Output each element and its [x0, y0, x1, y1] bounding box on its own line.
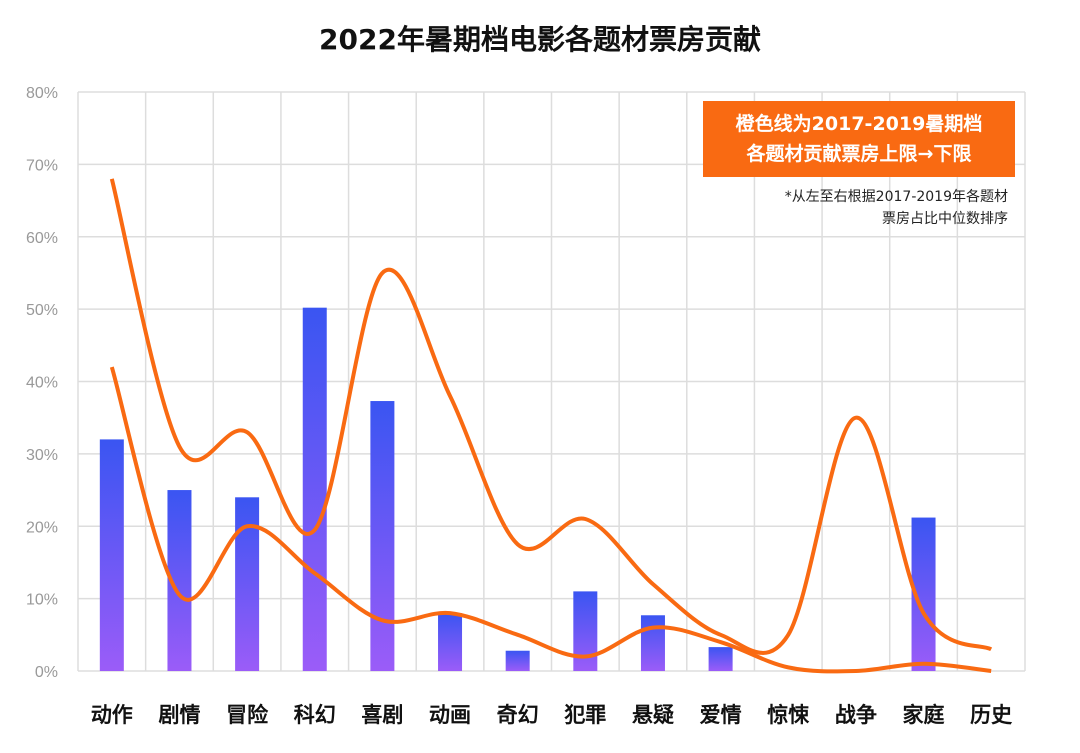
- footnote-line-1: *从左至右根据2017-2019年各题材: [784, 189, 1008, 205]
- bar: [438, 613, 463, 671]
- bar: [573, 591, 598, 671]
- x-tick-label: 犯罪: [563, 703, 606, 727]
- footnote: *从左至右根据2017-2019年各题材 票房占比中位数排序: [785, 186, 1008, 230]
- y-tick-label: 10%: [26, 592, 58, 609]
- chart-title: 2022年暑期档电影各题材票房贡献: [319, 23, 761, 56]
- x-tick-label: 奇幻: [497, 703, 539, 727]
- x-tick-label: 爱情: [700, 703, 742, 727]
- x-tick-label: 战争: [835, 703, 877, 727]
- x-tick-label: 惊悚: [767, 703, 810, 727]
- x-tick-label: 科幻: [294, 703, 336, 727]
- annotation-line-1: 橙色线为2017-2019暑期档: [735, 113, 983, 135]
- x-tick-label: 喜剧: [361, 703, 403, 727]
- bar: [235, 497, 260, 671]
- x-tick-label: 悬疑: [632, 703, 674, 727]
- upper-limit-line: [109, 178, 993, 655]
- x-tick-label: 剧情: [158, 703, 200, 727]
- y-tick-label: 30%: [26, 447, 58, 464]
- x-tick-label: 动作: [91, 703, 133, 727]
- x-tick-label: 历史: [970, 703, 1013, 727]
- bar: [370, 401, 395, 671]
- bar: [708, 647, 733, 671]
- bar: [99, 439, 124, 671]
- bar: [302, 307, 327, 671]
- bar: [640, 615, 665, 671]
- x-tick-label: 动画: [429, 703, 471, 727]
- annotation-line-2: 各题材贡献票房上限→下限: [746, 143, 972, 165]
- y-tick-label: 70%: [26, 157, 58, 174]
- y-tick-label: 40%: [26, 375, 58, 392]
- y-tick-label: 0%: [35, 664, 58, 681]
- bar: [505, 650, 530, 671]
- lower-limit-line: [109, 366, 992, 674]
- y-tick-label: 60%: [26, 230, 58, 247]
- y-tick-label: 50%: [26, 302, 58, 319]
- footnote-line-2: 票房占比中位数排序: [882, 211, 1008, 227]
- x-tick-label: 家庭: [903, 703, 945, 727]
- y-tick-label: 20%: [26, 519, 58, 536]
- legend-annotation: 橙色线为2017-2019暑期档 各题材贡献票房上限→下限: [703, 101, 1015, 177]
- x-tick-label: 冒险: [226, 703, 269, 727]
- y-tick-label: 80%: [26, 85, 58, 102]
